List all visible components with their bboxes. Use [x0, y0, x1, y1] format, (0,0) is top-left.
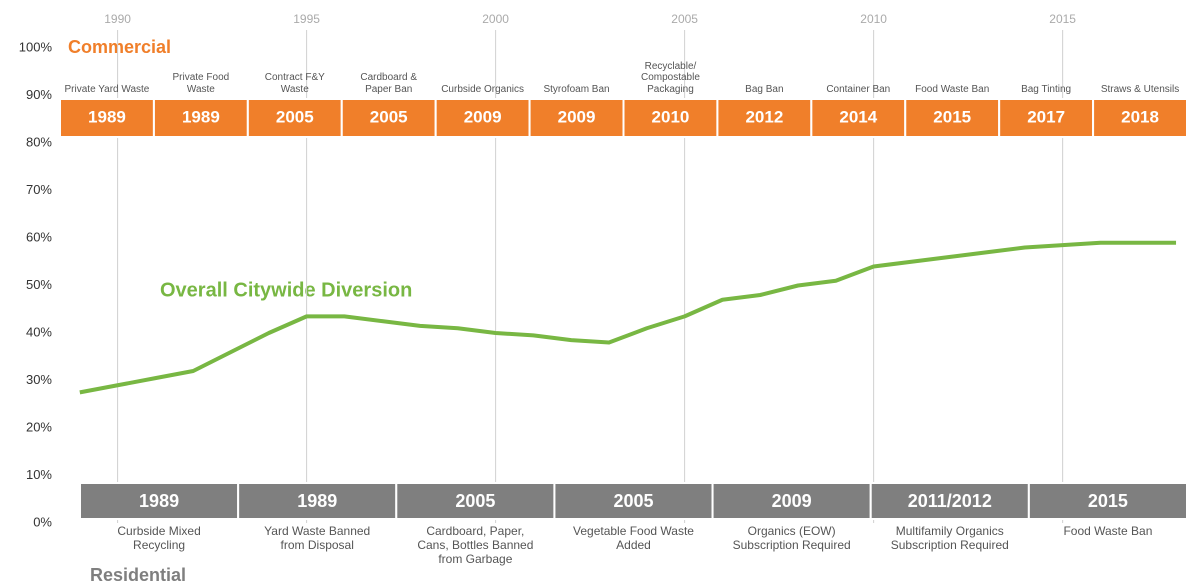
residential-box [1027, 482, 1187, 520]
y-tick-label: 20% [26, 419, 52, 434]
commercial-label: Container Ban [826, 83, 891, 95]
y-tick-label: 0% [33, 514, 52, 529]
y-tick-label: 60% [26, 229, 52, 244]
residential-label: Yard Waste Banned from Disposal [264, 524, 371, 552]
commercial-year: 2017 [1027, 107, 1065, 126]
y-tick-label: 80% [26, 134, 52, 149]
x-tick-label: 2005 [671, 12, 698, 26]
residential-box [79, 482, 240, 520]
residential-label: Food Waste Ban [1063, 524, 1153, 538]
residential-year: 1989 [139, 491, 179, 511]
commercial-box [152, 98, 249, 138]
residential-label: Cardboard, Paper, Cans, Bottles Banned f… [417, 524, 534, 566]
commercial-box [340, 98, 437, 138]
x-tick-label: 1990 [104, 12, 131, 26]
y-tick-label: 30% [26, 372, 52, 387]
residential-label: Multifamily Organics Subscription Requir… [890, 524, 1009, 552]
commercial-label: Private Yard Waste [64, 83, 150, 95]
residential-year: 2005 [613, 491, 653, 511]
y-tick-label: 70% [26, 182, 52, 197]
commercial-year: 1989 [88, 107, 126, 126]
residential-year: 2009 [772, 491, 812, 511]
commercial-year: 2018 [1121, 107, 1159, 126]
commercial-box [528, 98, 625, 138]
commercial-label: Bag Ban [745, 83, 784, 95]
residential-label: Vegetable Food Waste Added [573, 524, 694, 552]
residential-label: Organics (EOW) Subscription Required [732, 524, 851, 552]
commercial-year: 2010 [652, 107, 690, 126]
y-tick-label: 10% [26, 467, 52, 482]
y-tick-label: 90% [26, 87, 52, 102]
commercial-label: Bag Tinting [1021, 83, 1072, 95]
commercial-box [716, 98, 813, 138]
commercial-year: 2015 [933, 107, 971, 126]
residential-year: 1989 [297, 491, 337, 511]
residential-year: 2015 [1088, 491, 1128, 511]
y-tick-label: 50% [26, 277, 52, 292]
commercial-year: 2012 [745, 107, 783, 126]
x-tick-label: 2015 [1049, 12, 1076, 26]
residential-box [869, 482, 1030, 520]
residential-box [395, 482, 556, 520]
commercial-label: Recyclable/ Compostable Packaging [640, 60, 700, 95]
commercial-year: 1989 [182, 107, 220, 126]
x-tick-label: 2000 [482, 12, 509, 26]
diversion-line [79, 240, 1177, 395]
commercial-label: Curbside Organics [441, 83, 525, 95]
x-tick-label: 1995 [293, 12, 320, 26]
y-tick-label: 40% [26, 324, 52, 339]
commercial-year: 2005 [370, 107, 408, 126]
commercial-box [246, 98, 343, 138]
residential-year: 2005 [455, 491, 495, 511]
residential-label: Curbside Mixed Recycling [117, 524, 201, 552]
commercial-box [434, 98, 531, 138]
commercial-label: Food Waste Ban [915, 83, 990, 95]
y-tick-label: 100% [19, 39, 53, 54]
x-tick-label: 2010 [860, 12, 887, 26]
commercial-label: Private Food Waste [172, 72, 230, 95]
commercial-label: Styrofoam Ban [543, 83, 610, 95]
residential-box [237, 482, 398, 520]
commercial-box [1092, 98, 1187, 138]
commercial-year: 2009 [558, 107, 596, 126]
commercial-box [622, 98, 719, 138]
commercial-label: Straws & Utensils [1100, 83, 1180, 95]
commercial-label: Contract F&Y Waste [264, 72, 325, 95]
commercial-box [904, 98, 1001, 138]
commercial-year: 2009 [464, 107, 502, 126]
commercial-year: 2014 [839, 107, 877, 126]
commercial-label: Cardboard & Paper Ban [360, 72, 418, 95]
residential-title: Residential [90, 565, 186, 584]
series-label: Overall Citywide Diversion [160, 279, 412, 301]
commercial-title: Commercial [68, 37, 171, 57]
commercial-box [810, 98, 907, 138]
commercial-year: 2005 [276, 107, 314, 126]
residential-year: 2011/2012 [908, 491, 992, 511]
